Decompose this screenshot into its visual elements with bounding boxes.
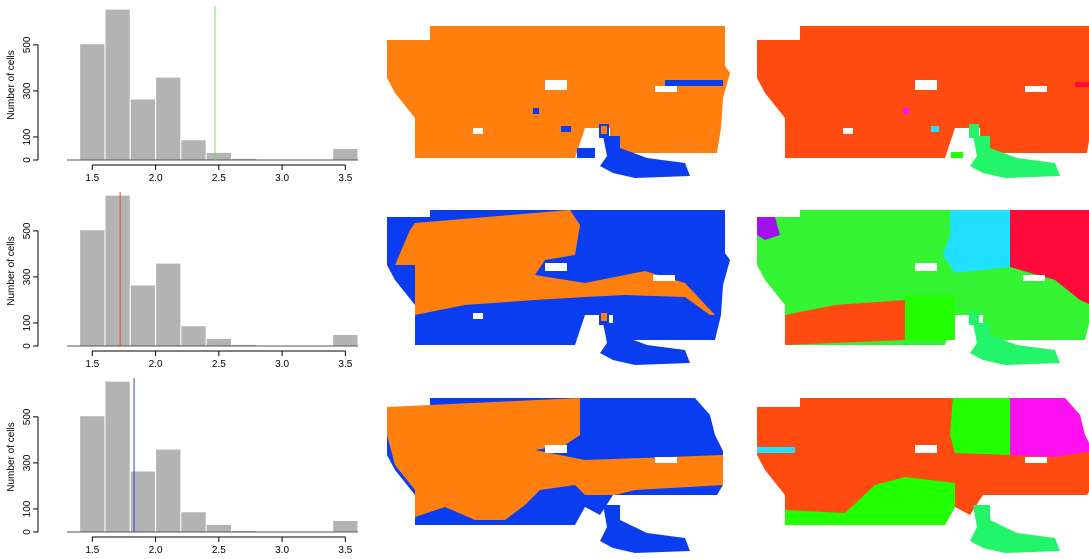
histogram-bar [332,333,359,347]
histogram-bar [205,337,232,347]
histogram-bar [180,511,207,533]
x-tick-label: 3.0 [275,173,289,184]
x-tick-label: 3.0 [275,545,289,556]
y-tick-label: 300 [22,82,33,99]
y-tick-label: 300 [22,268,33,285]
x-tick-label: 3.0 [275,359,289,370]
histogram-bar [205,523,232,533]
histogram-bar [79,229,106,347]
y-axis-label: Number of cells [6,50,17,119]
y-axis-label: Number of cells [6,236,17,305]
histogram-bar [180,325,207,347]
histogram-bar [155,76,182,161]
histogram-bar [79,43,106,161]
histogram-1: 1.5 2.0 2.5 3.0 3.5 0 100 300 500 Number of cells [6,6,359,184]
x-tick-label: 3.5 [338,173,352,184]
y-tick-label: 500 [22,36,33,53]
histogram-bar [155,448,182,533]
y-tick-label: 500 [22,408,33,425]
x-tick-label: 2.0 [149,545,163,556]
x-tick-label: 2.5 [212,359,226,370]
y-tick-label: 0 [22,529,33,535]
tissue-map-clusters-2 [757,210,1089,365]
x-tick-label: 3.5 [338,545,352,556]
x-tick-label: 3.5 [338,359,352,370]
x-tick-label: 1.5 [85,545,99,556]
y-tick-label: 0 [22,157,33,163]
histogram-bar [332,519,359,533]
histogram-bar [129,284,157,347]
histogram-2: 1.5 2.0 2.5 3.0 3.5 0 100 300 500 Number of cells [6,192,359,370]
y-tick-label: 300 [22,454,33,471]
x-tick-label: 2.5 [212,545,226,556]
x-tick-label: 1.5 [85,173,99,184]
histogram-3: 1.5 2.0 2.5 3.0 3.5 0 100 300 500 Number of cells [6,378,359,556]
y-tick-label: 100 [22,500,33,517]
tissue-map-binary-2 [387,210,730,365]
histogram-bar [79,415,106,533]
y-tick-label: 100 [22,314,33,331]
y-tick-label: 0 [22,343,33,349]
x-tick-label: 2.0 [149,359,163,370]
x-tick-label: 2.5 [212,173,226,184]
tissue-map-binary-3 [387,398,723,553]
tissue-map-clusters-3 [757,398,1089,553]
histogram-bar [129,98,157,161]
y-tick-label: 500 [22,222,33,239]
histogram-bar [104,8,131,161]
y-axis-label: Number of cells [6,422,17,491]
tissue-map-clusters-1 [757,26,1089,178]
histogram-bar [332,147,359,161]
histogram-bar [104,194,131,347]
tissue-map-binary-1 [387,26,730,178]
x-tick-label: 2.0 [149,173,163,184]
histogram-bar [104,380,131,533]
histogram-bar [155,262,182,347]
x-tick-label: 1.5 [85,359,99,370]
y-tick-label: 100 [22,128,33,145]
histogram-bar [180,139,207,161]
histogram-bar [205,151,232,161]
